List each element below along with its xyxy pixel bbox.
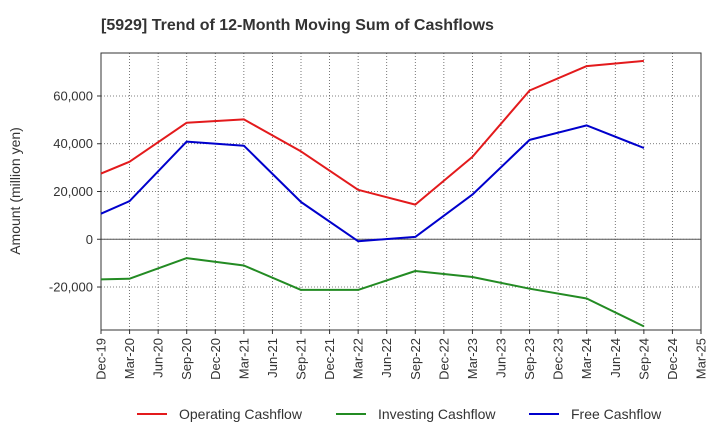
legend-label: Investing Cashflow — [378, 406, 496, 422]
x-tick-label: Mar-23 — [465, 338, 480, 379]
x-tick-label: Sep-22 — [408, 338, 423, 380]
series-lines — [100, 59, 645, 328]
x-axis-ticks: Dec-19 Mar-20 Jun-20 Sep-20 Dec-20 Mar-21 Jun-… — [94, 330, 709, 380]
x-tick-label: Sep-21 — [294, 338, 309, 380]
x-tick-label: Dec-21 — [322, 338, 337, 380]
x-tick-label: Mar-24 — [579, 338, 594, 379]
x-tick-label: Jun-22 — [379, 338, 394, 378]
x-tick-label: Sep-20 — [179, 338, 194, 380]
x-tick-label: Dec-19 — [94, 338, 109, 380]
y-axis-ticks: -20,000 0 20,000 40,000 60,000 — [49, 88, 101, 295]
x-tick-label: Jun-20 — [151, 338, 166, 378]
y-tick-label: 60,000 — [53, 88, 93, 103]
series-line-free-cashflow — [100, 124, 645, 243]
x-tick-label: Jun-21 — [265, 338, 280, 378]
x-tick-label: Mar-22 — [351, 338, 366, 379]
plot-area — [100, 52, 702, 331]
x-tick-label: Jun-24 — [608, 338, 623, 378]
y-tick-label: 0 — [86, 232, 93, 247]
series-line-investing-cashflow — [100, 257, 645, 328]
x-tick-label: Mar-20 — [122, 338, 137, 379]
y-tick-label: -20,000 — [49, 280, 93, 295]
x-tick-label: Sep-24 — [636, 338, 651, 380]
x-tick-label: Dec-22 — [436, 338, 451, 380]
x-tick-label: Sep-23 — [522, 338, 537, 380]
x-tick-label: Dec-24 — [665, 338, 680, 380]
x-tick-label: Jun-23 — [494, 338, 509, 378]
x-tick-label: Dec-20 — [208, 338, 223, 380]
legend-label: Free Cashflow — [571, 406, 662, 422]
series-line-operating-cashflow — [100, 59, 644, 206]
y-tick-label: 40,000 — [53, 136, 93, 151]
x-tick-label: Mar-25 — [694, 338, 709, 379]
x-tick-label: Dec-23 — [551, 338, 566, 380]
x-tick-label: Mar-21 — [236, 338, 251, 379]
legend: Operating Cashflow Investing Cashflow Free… — [137, 406, 662, 422]
legend-label: Operating Cashflow — [179, 406, 303, 422]
y-axis-label: Amount (million yen) — [7, 127, 23, 255]
y-tick-label: 20,000 — [53, 184, 93, 199]
chart-title: [5929] Trend of 12-Month Moving Sum of C… — [101, 17, 494, 34]
